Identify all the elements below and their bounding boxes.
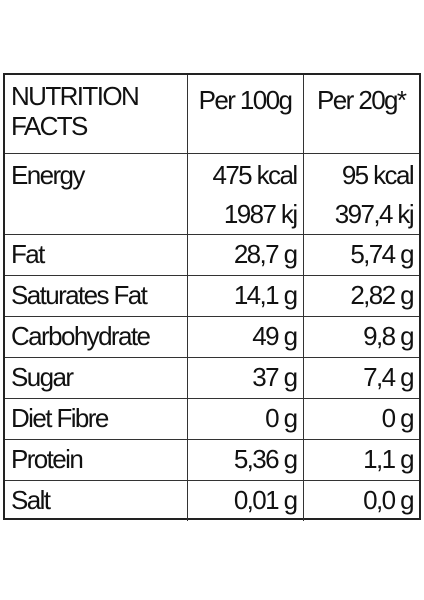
- row-per20: 1,1 g: [302, 438, 419, 480]
- table-row-diet-fibre: Diet Fibre 0 g 0 g: [5, 397, 419, 439]
- row-label: Carbohydrate: [5, 315, 187, 357]
- row-label: Saturates Fat: [5, 274, 187, 316]
- row-label: Protein: [5, 438, 187, 480]
- table-row-energy: Energy 475 kcal 1987 kj 95 kcal 397,4 kj: [5, 152, 419, 234]
- energy-per20-kcal: 95 kcal: [341, 159, 415, 190]
- nutrition-facts-panel: NUTRITION FACTS Per 100g Per 20g* Energy…: [3, 73, 421, 521]
- table-row-fat: Fat 28,7 g 5,74 g: [5, 233, 419, 275]
- header-label-cell: NUTRITION FACTS: [5, 75, 187, 153]
- table-row-salt: Salt 0,01 g 0,0 g: [5, 479, 419, 521]
- nutrition-table: NUTRITION FACTS Per 100g Per 20g* Energy…: [5, 75, 419, 521]
- row-per100: 0,01 g: [186, 479, 303, 521]
- row-per20: 2,82 g: [302, 274, 419, 316]
- row-per20: 0 g: [302, 397, 419, 439]
- row-per20: 7,4 g: [302, 356, 419, 398]
- energy-per100-cell: 475 kcal 1987 kj: [186, 152, 303, 234]
- table-row-saturates-fat: Saturates Fat 14,1 g 2,82 g: [5, 274, 419, 316]
- table-row-protein: Protein 5,36 g 1,1 g: [5, 438, 419, 480]
- row-per100: 28,7 g: [186, 233, 303, 275]
- energy-label: Energy: [5, 152, 187, 234]
- energy-per100-kj: 1987 kj: [223, 198, 298, 229]
- row-label: Diet Fibre: [5, 397, 187, 439]
- row-per100: 37 g: [186, 356, 303, 398]
- row-per100: 0 g: [186, 397, 303, 439]
- row-label: Salt: [5, 479, 187, 521]
- row-per100: 5,36 g: [186, 438, 303, 480]
- row-per20: 5,74 g: [302, 233, 419, 275]
- row-per20: 0,0 g: [302, 479, 419, 521]
- row-label: Fat: [5, 233, 187, 275]
- table-row-sugar: Sugar 37 g 7,4 g: [5, 356, 419, 398]
- energy-per20-cell: 95 kcal 397,4 kj: [302, 152, 419, 234]
- header-per20g: Per 20g*: [302, 75, 419, 153]
- row-per100: 14,1 g: [186, 274, 303, 316]
- row-per20: 9,8 g: [302, 315, 419, 357]
- row-per100: 49 g: [186, 315, 303, 357]
- energy-per20-kj: 397,4 kj: [334, 198, 415, 229]
- energy-per100-kcal: 475 kcal: [212, 159, 298, 190]
- row-label: Sugar: [5, 356, 187, 398]
- table-header-row: NUTRITION FACTS Per 100g Per 20g*: [5, 75, 419, 153]
- header-per100g: Per 100g: [186, 75, 303, 153]
- header-label: NUTRITION FACTS: [11, 81, 140, 141]
- table-row-carbohydrate: Carbohydrate 49 g 9,8 g: [5, 315, 419, 357]
